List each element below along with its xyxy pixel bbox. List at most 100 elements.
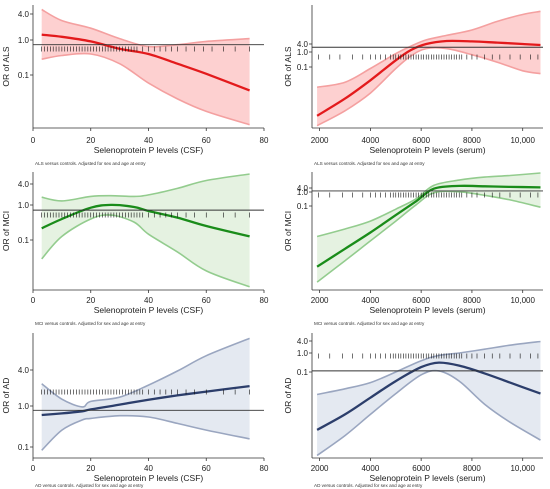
y-axis-label: OR of MCI bbox=[1, 211, 11, 251]
caption: AD versus controls. Adjusted for sex and… bbox=[314, 483, 423, 488]
y-tick-label: 0.1 bbox=[297, 63, 309, 72]
plot-area bbox=[316, 340, 541, 457]
x-tick-label: 4000 bbox=[361, 296, 379, 305]
y-axis-label: OR of ALS bbox=[283, 46, 293, 86]
y-tick-label: 4.0 bbox=[18, 180, 30, 189]
upper-ci-line bbox=[41, 337, 250, 408]
x-tick-label: 4000 bbox=[361, 136, 379, 145]
x-tick-label: 60 bbox=[202, 136, 211, 145]
rug bbox=[318, 54, 539, 60]
y-tick-label: 4.0 bbox=[297, 184, 309, 193]
y-tick-label: 4.0 bbox=[297, 40, 309, 49]
estimate-line bbox=[41, 384, 250, 417]
plot-area bbox=[41, 8, 251, 126]
x-tick-label: 80 bbox=[260, 464, 269, 473]
confidence-band bbox=[41, 9, 250, 125]
x-tick-label: 6000 bbox=[412, 464, 430, 473]
y-axis-label: OR of ALS bbox=[1, 46, 11, 86]
lower-ci-line bbox=[41, 214, 250, 288]
y-tick-label: 4.0 bbox=[18, 366, 30, 375]
plot-area bbox=[41, 173, 250, 288]
rug bbox=[41, 389, 250, 395]
x-tick-label: 8000 bbox=[463, 296, 481, 305]
x-tick-label: 40 bbox=[144, 136, 153, 145]
panel-ad-serum: 2000 4000 6000 8000 10,000 4.0 1.0 0.1 Selenopro… bbox=[283, 333, 543, 488]
x-axis-label: Selenoprotein P levels (CSF) bbox=[94, 473, 204, 483]
y-axis-label: OR of MCI bbox=[283, 211, 293, 251]
y-axis-label: OR of AD bbox=[283, 378, 293, 414]
panel-als-csf: 0 20 40 60 80 4.0 1.0 0.1 Selenoprotein P levels… bbox=[1, 5, 269, 166]
x-tick-label: 80 bbox=[260, 136, 269, 145]
x-tick-label: 2000 bbox=[311, 464, 329, 473]
panel-als-serum: 2000 4000 6000 8000 10,000 4.01.0 0.1 Selenopro… bbox=[283, 5, 543, 166]
lower-ci-line bbox=[41, 414, 250, 451]
x-tick-label: 4000 bbox=[361, 464, 379, 473]
x-tick-label: 8000 bbox=[463, 136, 481, 145]
confidence-band bbox=[317, 11, 541, 126]
plot-area bbox=[41, 337, 250, 451]
y-tick-label: 0.1 bbox=[18, 443, 30, 452]
y-tick-label: 1.0 bbox=[297, 188, 309, 197]
x-tick-label: 0 bbox=[31, 136, 36, 145]
x-tick-label: 80 bbox=[260, 296, 269, 305]
x-tick-label: 60 bbox=[202, 296, 211, 305]
caption: ALS versus controls. Adjusted for sex an… bbox=[314, 161, 425, 166]
panel-mci-csf: 0 20 40 60 80 4.0 1.0 0.1 Selenoprotein P levels… bbox=[1, 172, 269, 326]
y-tick-label: 1.0 bbox=[18, 201, 30, 210]
x-tick-label: 20 bbox=[86, 136, 95, 145]
confidence-band bbox=[41, 174, 250, 287]
y-tick-label: 0.1 bbox=[297, 202, 309, 211]
confidence-band bbox=[41, 338, 250, 451]
caption: AD versus controls. Adjusted for sex and… bbox=[35, 483, 144, 488]
y-axis-label: OR of AD bbox=[1, 378, 11, 414]
y-tick-label: 1.0 bbox=[18, 402, 30, 411]
x-tick-label: 0 bbox=[31, 296, 36, 305]
x-tick-label: 20 bbox=[86, 296, 95, 305]
plot-area bbox=[316, 172, 541, 283]
upper-ci-line bbox=[316, 10, 541, 88]
estimate-line bbox=[316, 39, 541, 117]
x-tick-label: 8000 bbox=[463, 464, 481, 473]
x-axis-label: Selenoprotein P levels (CSF) bbox=[94, 145, 204, 155]
y-tick-label: 0.1 bbox=[297, 368, 309, 377]
confidence-band bbox=[317, 341, 541, 456]
caption: MCI versus controls. Adjusted for sex an… bbox=[314, 321, 425, 326]
x-tick-label: 2000 bbox=[311, 136, 329, 145]
rug bbox=[41, 46, 250, 52]
x-axis-label: Selenoprotein P levels (CSF) bbox=[94, 305, 204, 315]
x-tick-label: 2000 bbox=[311, 296, 329, 305]
estimate-line bbox=[41, 203, 250, 238]
y-tick-label: 1.0 bbox=[297, 349, 309, 358]
lower-ci-line bbox=[316, 190, 541, 283]
x-axis-label: Selenoprotein P levels (serum) bbox=[369, 305, 485, 315]
y-tick-label: 0.1 bbox=[18, 71, 30, 80]
rug bbox=[318, 353, 539, 359]
y-tick-label: 4.0 bbox=[18, 10, 30, 19]
upper-ci-line bbox=[316, 340, 541, 396]
x-tick-label: 6000 bbox=[412, 296, 430, 305]
caption: MCI versus controls. Adjusted for sex an… bbox=[35, 321, 146, 326]
upper-ci-line bbox=[316, 172, 541, 238]
rug bbox=[318, 192, 539, 198]
lower-ci-line bbox=[41, 52, 250, 126]
x-tick-label: 10,000 bbox=[510, 464, 535, 473]
plot-area bbox=[316, 10, 541, 127]
x-tick-label: 40 bbox=[144, 296, 153, 305]
y-tick-label: 0.1 bbox=[18, 236, 30, 245]
x-tick-label: 10,000 bbox=[510, 296, 535, 305]
x-tick-label: 40 bbox=[144, 464, 153, 473]
x-tick-label: 0 bbox=[31, 464, 36, 473]
x-tick-label: 6000 bbox=[412, 136, 430, 145]
caption: ALS versus controls. Adjusted for sex an… bbox=[35, 161, 146, 166]
panel-ad-csf: 0 20 40 60 80 4.0 1.0 0.1 Selenoprotein P levels… bbox=[1, 333, 269, 488]
upper-ci-line bbox=[41, 8, 250, 48]
upper-ci-line bbox=[41, 173, 250, 202]
panel-mci-serum: 2000 4000 6000 8000 10,000 4.01.0 0.1 Selenopro… bbox=[283, 172, 543, 326]
y-tick-label: 1.0 bbox=[297, 48, 309, 57]
x-tick-label: 20 bbox=[86, 464, 95, 473]
x-axis-label: Selenoprotein P levels (serum) bbox=[369, 145, 485, 155]
estimate-line bbox=[316, 184, 541, 268]
rug bbox=[41, 212, 250, 218]
x-tick-label: 10,000 bbox=[510, 136, 535, 145]
